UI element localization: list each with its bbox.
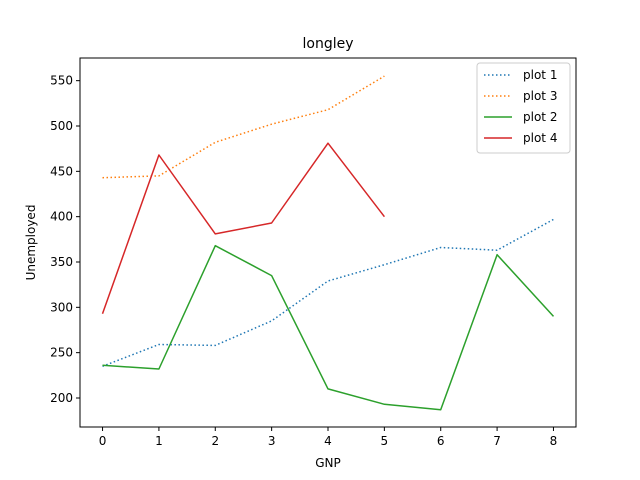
x-tick-label: 5 (381, 434, 389, 448)
y-tick-label: 200 (50, 391, 73, 405)
y-tick-label: 450 (50, 164, 73, 178)
legend-label: plot 4 (523, 131, 557, 145)
legend-label: plot 3 (523, 89, 557, 103)
x-axis-label: GNP (315, 456, 341, 470)
x-tick-label: 7 (493, 434, 501, 448)
y-tick-label: 400 (50, 210, 73, 224)
x-tick-label: 0 (99, 434, 107, 448)
y-tick-label: 500 (50, 119, 73, 133)
x-tick-label: 3 (268, 434, 276, 448)
legend-label: plot 2 (523, 110, 557, 124)
x-tick-label: 6 (437, 434, 445, 448)
legend: plot 1 plot 3 plot 2 plot 4 (476, 62, 571, 154)
x-tick-label: 1 (155, 434, 163, 448)
legend-box (476, 62, 571, 154)
y-tick-label: 250 (50, 346, 73, 360)
y-tick-label: 550 (50, 74, 73, 88)
y-tick-label: 300 (50, 300, 73, 314)
series-layer (101, 75, 555, 411)
y-axis-label: Unemployed (24, 205, 38, 281)
x-axis: 0 1 2 3 4 5 6 7 8 (99, 427, 558, 448)
y-axis: 200 250 300 350 400 450 500 550 (50, 74, 80, 405)
series-line-plot-4 (101, 142, 385, 314)
x-tick-label: 8 (550, 434, 558, 448)
y-tick-label: 350 (50, 255, 73, 269)
series-line-plot-2 (102, 244, 555, 411)
x-tick-label: 4 (324, 434, 332, 448)
x-tick-label: 2 (211, 434, 219, 448)
chart-title: longley (302, 36, 353, 52)
legend-label: plot 1 (523, 68, 557, 82)
